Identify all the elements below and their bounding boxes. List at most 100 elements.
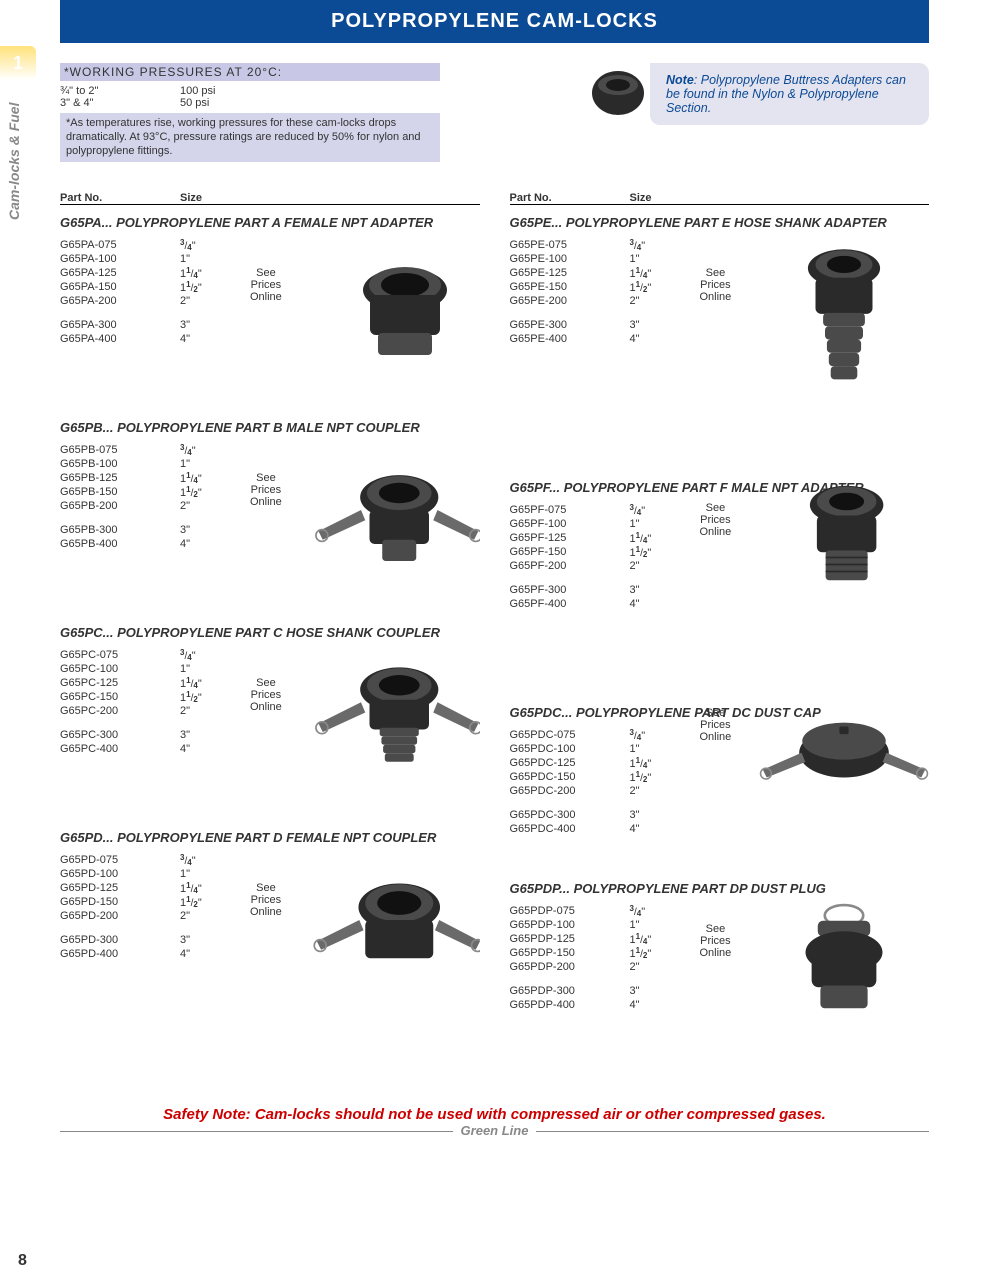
part-size: 11/2" [180,280,240,294]
part-number: G65PC-125 [60,677,180,689]
pressure-psi: 50 psi [180,97,209,109]
part-number: G65PA-300 [60,319,180,331]
part-number: G65PDP-200 [510,961,630,973]
part-number: G65PA-100 [60,253,180,265]
note-bold: Note [666,73,694,87]
part-number: G65PA-200 [60,295,180,307]
part-size: 11/4" [630,756,690,770]
product-section-title: G65PC... POLYPROPYLENE PART C HOSE SHANK… [60,625,480,640]
part-size: 4" [180,743,240,755]
part-size: 4" [630,999,690,1011]
page-number: 8 [18,1252,27,1270]
part-number: G65PDC-200 [510,785,630,797]
part-size: 11/4" [180,471,240,485]
product-image-adapter-f [759,470,929,610]
part-number: G65PA-400 [60,333,180,345]
part-number: G65PD-150 [60,896,180,908]
see-prices-label: SeePricesOnline [700,267,732,303]
part-size: 2" [180,705,240,717]
product-image-coupler-b [310,440,480,580]
part-size: 11/2" [630,770,690,784]
part-number: G65PA-125 [60,267,180,279]
part-size: 3/4" [180,648,240,662]
part-size: 3/4" [630,503,690,517]
part-number: G65PD-200 [60,910,180,922]
pressure-size: 3" & 4" [60,97,180,109]
part-number: G65PF-075 [510,504,630,516]
part-size: 4" [180,333,240,345]
part-number: G65PB-125 [60,472,180,484]
part-number: G65PB-100 [60,458,180,470]
part-size: 4" [180,948,240,960]
part-number: G65PE-100 [510,253,630,265]
part-size: 11/4" [630,932,690,946]
product-image-coupler-c [310,645,480,785]
product-section-title: G65PA... POLYPROPYLENE PART A FEMALE NPT… [60,215,480,230]
product-image-adapter-a [310,235,480,375]
part-number: G65PDC-150 [510,771,630,783]
part-number: G65PE-125 [510,267,630,279]
part-number: G65PC-300 [60,729,180,741]
part-number: G65PB-300 [60,524,180,536]
part-size: 3/4" [630,238,690,252]
column-header-size: Size [180,192,260,204]
part-size: 11/2" [180,690,240,704]
see-prices-label: SeePricesOnline [250,677,282,713]
part-number: G65PDC-125 [510,757,630,769]
product-section-title: G65PD... POLYPROPYLENE PART D FEMALE NPT… [60,830,480,845]
see-prices-label: SeePricesOnline [700,707,732,743]
part-number: G65PDP-075 [510,905,630,917]
part-size: 3/4" [630,728,690,742]
part-number: G65PB-200 [60,500,180,512]
pressure-psi: 100 psi [180,85,215,97]
part-number: G65PF-400 [510,598,630,610]
part-size: 3/4" [180,238,240,252]
part-size: 3/4" [630,904,690,918]
part-number: G65PDP-125 [510,933,630,945]
see-prices-label: SeePricesOnline [250,267,282,303]
part-size: 1" [180,663,240,675]
product-section-title: G65PE... POLYPROPYLENE PART E HOSE SHANK… [510,215,930,230]
part-size: 1" [630,518,690,530]
part-size: 11/4" [180,881,240,895]
part-number: G65PE-075 [510,239,630,251]
part-size: 11/2" [630,946,690,960]
part-size: 2" [630,961,690,973]
part-size: 11/4" [630,266,690,280]
buttress-note-callout: Note: Polypropylene Buttress Adapters ca… [580,63,929,125]
part-size: 1" [180,868,240,880]
part-number: G65PDC-100 [510,743,630,755]
part-number: G65PF-150 [510,546,630,558]
part-number: G65PE-400 [510,333,630,345]
footer-brand: Green Line [453,1123,537,1138]
working-pressure-box: *WORKING PRESSURES AT 20°C: ¾" to 2"100 … [60,63,440,162]
part-size: 3" [180,524,240,536]
column-header-part: Part No. [60,192,180,204]
part-size: 11/2" [630,545,690,559]
part-number: G65PB-075 [60,444,180,456]
part-number: G65PD-300 [60,934,180,946]
column-header-part: Part No. [510,192,630,204]
note-text: : Polypropylene Buttress Adapters can be… [666,73,906,115]
part-size: 2" [630,560,690,572]
pressure-size: ¾" to 2" [60,85,180,97]
part-number: G65PF-200 [510,560,630,572]
see-prices-label: SeePricesOnline [700,923,732,959]
part-number: G65PE-150 [510,281,630,293]
product-image-coupler-d [310,850,480,990]
see-prices-label: SeePricesOnline [250,882,282,918]
part-size: 11/4" [180,676,240,690]
page-title: POLYPROPYLENE CAM-LOCKS [60,0,929,43]
part-size: 2" [180,500,240,512]
part-size: 11/2" [630,280,690,294]
part-size: 3" [180,934,240,946]
part-number: G65PE-200 [510,295,630,307]
part-size: 2" [180,910,240,922]
part-size: 3/4" [180,443,240,457]
product-section-title: G65PB... POLYPROPYLENE PART B MALE NPT C… [60,420,480,435]
product-image-dust-plug [759,891,929,1031]
product-image-dust-cap [759,675,929,815]
part-size: 3/4" [180,853,240,867]
side-category-label: Cam-locks & Fuel [6,103,22,220]
part-size: 4" [630,333,690,345]
